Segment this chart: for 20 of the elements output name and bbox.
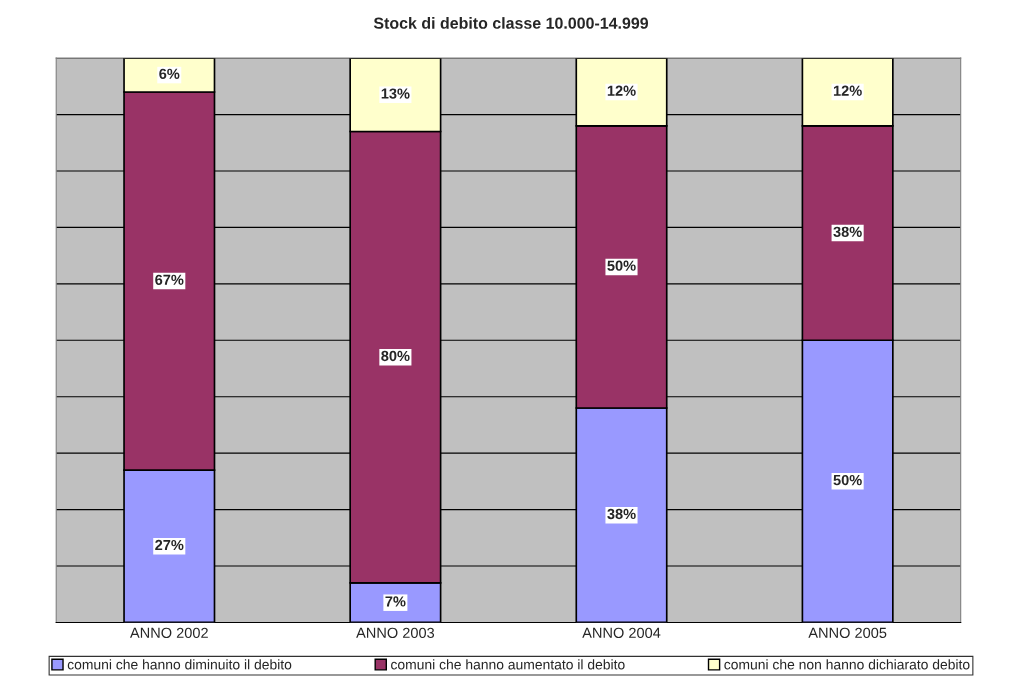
legend-label: comuni che hanno diminuito il debito — [67, 659, 292, 670]
data-label: 7% — [385, 596, 406, 607]
data-label: 27% — [155, 539, 184, 551]
x-tick-label: ANNO 2005 — [808, 627, 887, 639]
data-label: 67% — [155, 274, 184, 285]
data-label: 50% — [833, 474, 862, 486]
data-label: 13% — [381, 88, 410, 99]
legend-label: comuni che non hanno dichiarato debito — [724, 659, 970, 670]
legend-label: comuni che hanno aumentato il debito — [391, 659, 625, 670]
x-tick-label: ANNO 2003 — [356, 627, 435, 639]
data-label: 12% — [607, 85, 636, 96]
x-tick-label: ANNO 2004 — [582, 627, 661, 639]
data-label: 80% — [381, 350, 410, 362]
data-label: 50% — [607, 260, 636, 271]
data-label: 6% — [159, 68, 180, 79]
data-label: 38% — [833, 226, 862, 238]
chart-title: Stock di debito classe 10.000-14.999 — [373, 17, 649, 29]
data-label: 12% — [833, 85, 862, 96]
x-tick-label: ANNO 2002 — [129, 627, 208, 639]
data-label: 38% — [607, 508, 636, 520]
